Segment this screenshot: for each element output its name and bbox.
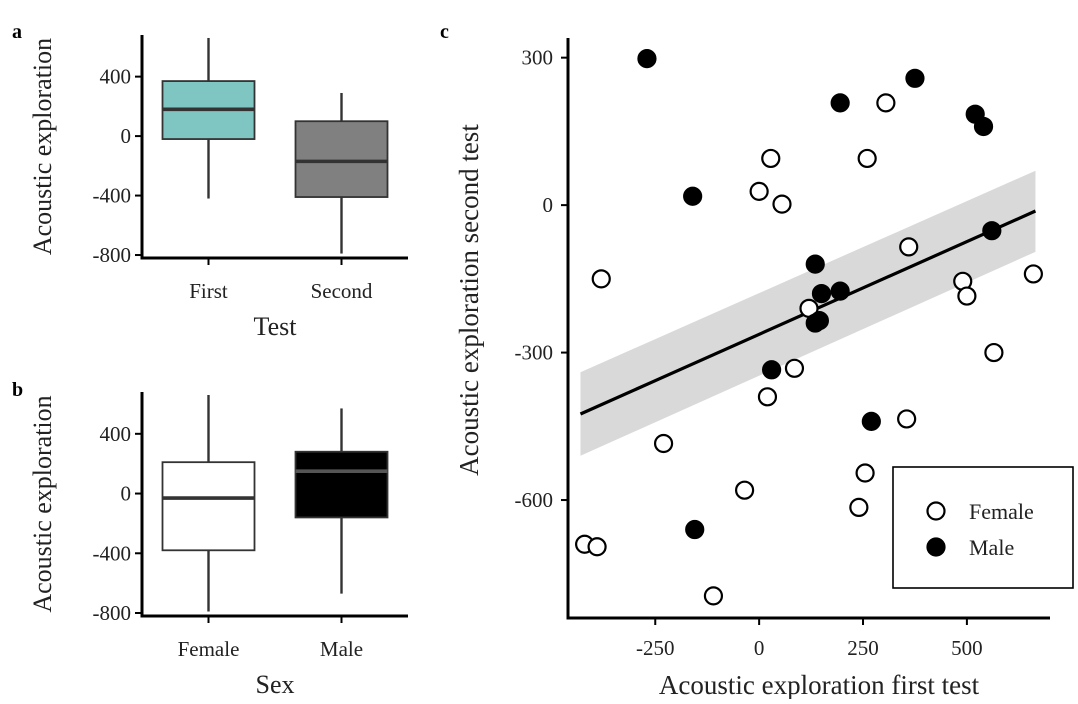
panel-label-b: b bbox=[12, 379, 23, 401]
box-female bbox=[161, 461, 256, 552]
point-female bbox=[1023, 264, 1043, 284]
point-female bbox=[757, 387, 778, 407]
legend-marker-male bbox=[926, 537, 946, 557]
point-female bbox=[761, 148, 781, 169]
y-tick-label-c: 0 bbox=[543, 193, 554, 217]
y-tick-label-a: -400 bbox=[93, 184, 132, 208]
x-tick-label-c: 250 bbox=[847, 636, 879, 660]
legend-label-female: Female bbox=[969, 499, 1034, 524]
y-tick-label-a: -800 bbox=[93, 243, 132, 267]
point-male bbox=[861, 411, 881, 431]
x-tick-label-c: 0 bbox=[754, 636, 765, 660]
point-male bbox=[830, 93, 850, 113]
x-tick-label-c: -250 bbox=[636, 636, 675, 660]
point-female bbox=[849, 497, 869, 518]
box-male bbox=[294, 450, 389, 519]
point-female bbox=[653, 433, 674, 454]
point-male bbox=[637, 49, 657, 69]
point-male bbox=[811, 283, 832, 304]
point-male bbox=[809, 311, 829, 331]
point-female bbox=[957, 286, 977, 306]
x-axis-title-c: Acoustic exploration first test bbox=[659, 670, 980, 699]
point-female bbox=[591, 269, 611, 289]
point-female bbox=[899, 237, 919, 257]
y-tick-label-b: -800 bbox=[93, 601, 132, 625]
point-male bbox=[683, 186, 703, 206]
x-tick-label-first: First bbox=[189, 279, 228, 303]
point-male bbox=[805, 254, 825, 274]
point-female bbox=[749, 181, 769, 201]
point-male bbox=[685, 519, 705, 540]
point-male bbox=[762, 360, 782, 380]
point-female bbox=[897, 409, 917, 429]
point-female bbox=[984, 342, 1004, 363]
point-female bbox=[857, 148, 877, 169]
point-male bbox=[830, 281, 850, 301]
y-axis-title-a: Acoustic exploration bbox=[28, 38, 57, 255]
y-axis-title-c: Acoustic exploration second test bbox=[454, 124, 484, 476]
y-tick-label-a: 400 bbox=[100, 65, 132, 89]
point-female bbox=[784, 358, 805, 378]
point-male bbox=[982, 221, 1002, 241]
legend-marker-female bbox=[926, 501, 946, 521]
y-tick-label-c: -300 bbox=[515, 341, 554, 365]
point-female bbox=[734, 480, 755, 500]
point-male bbox=[905, 68, 925, 88]
y-tick-label-b: 0 bbox=[121, 482, 132, 506]
y-tick-label-b: 400 bbox=[100, 422, 132, 446]
x-tick-label-c: 500 bbox=[951, 636, 983, 660]
box-second bbox=[294, 120, 389, 198]
panel-label-c: c bbox=[440, 21, 449, 43]
x-tick-label-second: Second bbox=[311, 279, 373, 303]
point-female bbox=[876, 93, 896, 113]
point-female bbox=[855, 463, 875, 483]
point-male bbox=[973, 116, 994, 137]
y-tick-label-c: 300 bbox=[522, 46, 554, 70]
legend-box bbox=[892, 466, 1074, 589]
y-axis-title-b: Acoustic exploration bbox=[28, 395, 57, 612]
y-tick-label-a: 0 bbox=[121, 124, 132, 148]
point-female bbox=[587, 537, 607, 557]
point-female bbox=[772, 194, 792, 214]
point-female bbox=[703, 586, 724, 606]
panel-label-a: a bbox=[12, 21, 22, 43]
y-tick-label-c: -600 bbox=[515, 488, 554, 512]
x-axis-title-b: Sex bbox=[256, 670, 295, 699]
legend-label-male: Male bbox=[969, 535, 1014, 560]
y-tick-label-b: -400 bbox=[93, 541, 132, 565]
x-axis-title-a: Test bbox=[254, 312, 298, 341]
x-tick-label-male: Male bbox=[320, 637, 363, 661]
x-tick-label-female: Female bbox=[178, 637, 240, 661]
